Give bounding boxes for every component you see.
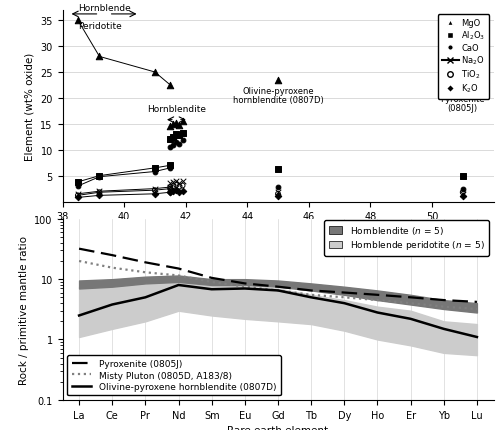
Point <box>166 184 174 191</box>
Point <box>172 187 180 194</box>
Point <box>176 189 184 196</box>
Point <box>178 119 186 126</box>
Point <box>74 179 82 186</box>
Point <box>458 173 466 180</box>
Point <box>151 69 159 76</box>
Text: Hornblendite: Hornblendite <box>147 105 206 114</box>
Point <box>170 121 177 128</box>
Point <box>170 183 177 190</box>
Point <box>176 132 184 139</box>
Point <box>178 130 186 137</box>
Point <box>166 186 174 193</box>
Point <box>74 183 82 190</box>
Point <box>458 186 466 193</box>
Point <box>170 179 177 186</box>
Point <box>458 189 466 196</box>
Point <box>96 54 104 61</box>
Point <box>176 141 184 147</box>
Point <box>166 163 174 169</box>
Point <box>166 137 174 144</box>
Point <box>151 187 159 194</box>
Point <box>274 189 282 196</box>
Point <box>96 174 104 181</box>
Point <box>166 189 174 196</box>
X-axis label: Rare earth element: Rare earth element <box>228 425 328 430</box>
Point <box>151 186 159 193</box>
Point <box>178 188 186 195</box>
Text: A: A <box>478 16 487 30</box>
Text: (0805J): (0805J) <box>448 104 478 113</box>
Point <box>172 120 180 127</box>
Point <box>170 142 177 149</box>
Point <box>96 173 104 180</box>
Point <box>458 87 466 94</box>
Point <box>178 183 186 190</box>
Point <box>74 193 82 200</box>
Point <box>96 188 104 195</box>
Point <box>166 124 174 131</box>
Point <box>274 166 282 173</box>
Point <box>166 181 174 187</box>
Point <box>274 184 282 191</box>
Point <box>151 165 159 172</box>
Point <box>170 188 177 195</box>
Point <box>166 165 174 172</box>
Point <box>151 191 159 198</box>
Point <box>458 194 466 200</box>
X-axis label: SiO₂ (wt% oxide): SiO₂ (wt% oxide) <box>234 227 322 237</box>
Y-axis label: Rock / primitive mantle ratio: Rock / primitive mantle ratio <box>19 235 29 384</box>
Legend: Pyroxenite (0805J), Misty Pluton (0805D, A183/8), Olivine-pyroxene hornblendite : Pyroxenite (0805J), Misty Pluton (0805D,… <box>67 355 280 396</box>
Point <box>151 169 159 175</box>
Point <box>178 178 186 185</box>
Point <box>172 182 180 189</box>
Point <box>176 184 184 190</box>
Text: Peridotite: Peridotite <box>78 22 122 31</box>
Point <box>96 189 104 196</box>
Point <box>458 191 466 198</box>
Legend: MgO, Al$_2$O$_3$, CaO, Na$_2$O, TiO$_2$, K$_2$O: MgO, Al$_2$O$_3$, CaO, Na$_2$O, TiO$_2$,… <box>438 15 490 99</box>
Point <box>166 184 174 191</box>
Point <box>170 134 177 141</box>
Point <box>166 189 174 196</box>
Point <box>166 144 174 151</box>
Text: hornblendite (0807D): hornblendite (0807D) <box>232 96 324 105</box>
Point <box>176 122 184 129</box>
Point <box>172 139 180 146</box>
Point <box>172 132 180 138</box>
Point <box>96 193 104 200</box>
Point <box>274 77 282 84</box>
Point <box>74 191 82 198</box>
Text: B: B <box>478 225 487 238</box>
Point <box>74 18 82 25</box>
Point <box>274 194 282 200</box>
Point <box>274 191 282 198</box>
Point <box>166 82 174 89</box>
Y-axis label: Element (wt% oxide): Element (wt% oxide) <box>24 52 34 160</box>
Point <box>176 180 184 187</box>
Text: Hornblende: Hornblende <box>78 4 130 13</box>
Point <box>74 194 82 201</box>
Point <box>172 178 180 185</box>
Text: Pyroxenite: Pyroxenite <box>440 95 485 104</box>
Point <box>178 138 186 144</box>
Text: Olivine-pyroxene: Olivine-pyroxene <box>242 87 314 96</box>
